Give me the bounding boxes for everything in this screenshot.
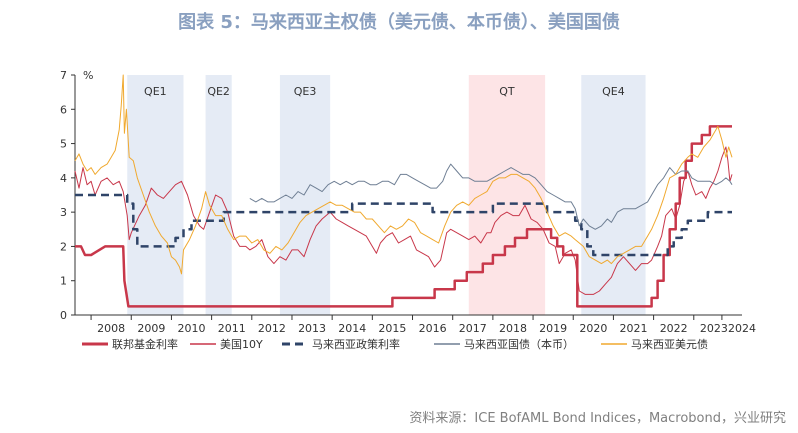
y-unit-label: % xyxy=(83,69,93,82)
series-line-2 xyxy=(75,193,732,257)
axes: 0 1 2 3 4 5 6 7 % 2008 2009 2010 2011 2012 2013 2014 201… xyxy=(60,69,756,335)
x-tick-label: 2021 xyxy=(620,322,648,335)
y-tick-label: 3 xyxy=(60,206,67,219)
x-tick-label: 2019 xyxy=(539,322,567,335)
legend-label-4: 马来西亚美元债 xyxy=(631,337,708,351)
shaded-periods: QE1 QE2 QE3 QT QE4 xyxy=(127,75,646,315)
source-note: 资料来源：ICE BofAML Bond Indices，Macrobond，兴… xyxy=(409,411,786,426)
y-tick-label: 4 xyxy=(60,172,67,185)
series-lines xyxy=(74,74,733,308)
x-tick-label: 2018 xyxy=(499,322,527,335)
x-tick-label: 2015 xyxy=(378,322,406,335)
x-tick-label: 2009 xyxy=(137,322,165,335)
chart-title: 图表 5：马来西亚主权债（美元债、本币债）、美国国债 xyxy=(178,12,620,33)
x-tick-label: 2016 xyxy=(419,322,447,335)
shaded-period-qe2 xyxy=(205,75,232,315)
legend-label-0: 联邦基金利率 xyxy=(112,337,178,351)
y-tick-label: 2 xyxy=(60,240,67,253)
shaded-period-qe3 xyxy=(279,75,331,315)
x-tick-label: 2010 xyxy=(178,322,206,335)
series-line-3 xyxy=(249,163,733,230)
series-line-1 xyxy=(74,146,733,295)
shaded-period-label: QE3 xyxy=(294,85,317,98)
x-tick-label: 2022 xyxy=(660,322,688,335)
series-line-0 xyxy=(75,125,732,308)
y-tick-label: 5 xyxy=(60,138,67,151)
x-tick-label: 2013 xyxy=(298,322,326,335)
x-tick-label: 2017 xyxy=(459,322,487,335)
legend-label-3: 马来西亚国债（本币） xyxy=(464,337,574,351)
shaded-period-label: QE1 xyxy=(144,85,167,98)
x-tick-label: 2011 xyxy=(218,322,246,335)
x-tick-label: 2024 xyxy=(728,322,756,335)
x-tick-label: 2023 xyxy=(700,322,728,335)
shaded-period-label: QE4 xyxy=(602,85,625,98)
x-tick-label: 2012 xyxy=(258,322,286,335)
x-tick-label: 2008 xyxy=(97,322,125,335)
x-tick-label: 2014 xyxy=(338,322,366,335)
x-tick-label: 2020 xyxy=(579,322,607,335)
legend-label-1: 美国10Y xyxy=(220,338,263,351)
series-line-4 xyxy=(74,74,733,275)
shaded-period-label: QE2 xyxy=(207,85,230,98)
shaded-period-qe4 xyxy=(581,75,646,315)
y-tick-label: 7 xyxy=(60,69,67,82)
y-tick-label: 1 xyxy=(60,275,67,288)
y-tick-label: 6 xyxy=(60,103,67,116)
shaded-period-label: QT xyxy=(499,85,515,98)
legend: 联邦基金利率 美国10Y 马来西亚政策利率 马来西亚国债（本币） 马来西亚美元债 xyxy=(82,337,708,351)
y-tick-label: 0 xyxy=(60,309,67,322)
shaded-period-qe1 xyxy=(127,75,184,315)
legend-label-2: 马来西亚政策利率 xyxy=(312,337,400,351)
